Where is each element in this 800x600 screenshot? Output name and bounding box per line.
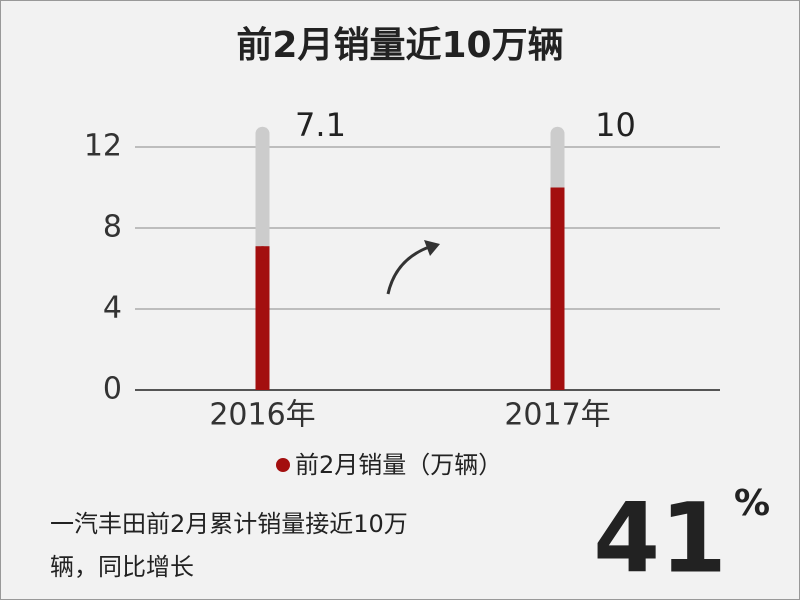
y-tick-label: 4 [103, 291, 122, 326]
legend-marker [276, 458, 290, 472]
trend-arrow [386, 244, 433, 295]
highlight: 41 [593, 482, 727, 594]
x-tick-label: 2017年 [504, 398, 610, 433]
bar [550, 187, 565, 390]
legend-label: 前2月销量（万辆） [295, 451, 502, 479]
x-tick-label: 2016年 [209, 398, 315, 433]
y-tick-label: 0 [103, 372, 122, 407]
trend-arrow-head [424, 240, 440, 256]
highlight-suffix: % [734, 483, 770, 524]
bar-cap [255, 246, 270, 261]
data-label: 10 [595, 106, 636, 144]
note-line: 辆，同比增长 [50, 553, 194, 581]
y-tick-label: 12 [84, 129, 122, 164]
note-line: 一汽丰田前2月累计销量接近10万 [50, 510, 408, 538]
y-tick-label: 8 [103, 210, 122, 245]
data-label: 7.1 [295, 106, 346, 144]
bar-cap [550, 187, 565, 202]
bar [255, 246, 270, 390]
chart-title: 前2月销量近10万辆 [236, 25, 563, 66]
